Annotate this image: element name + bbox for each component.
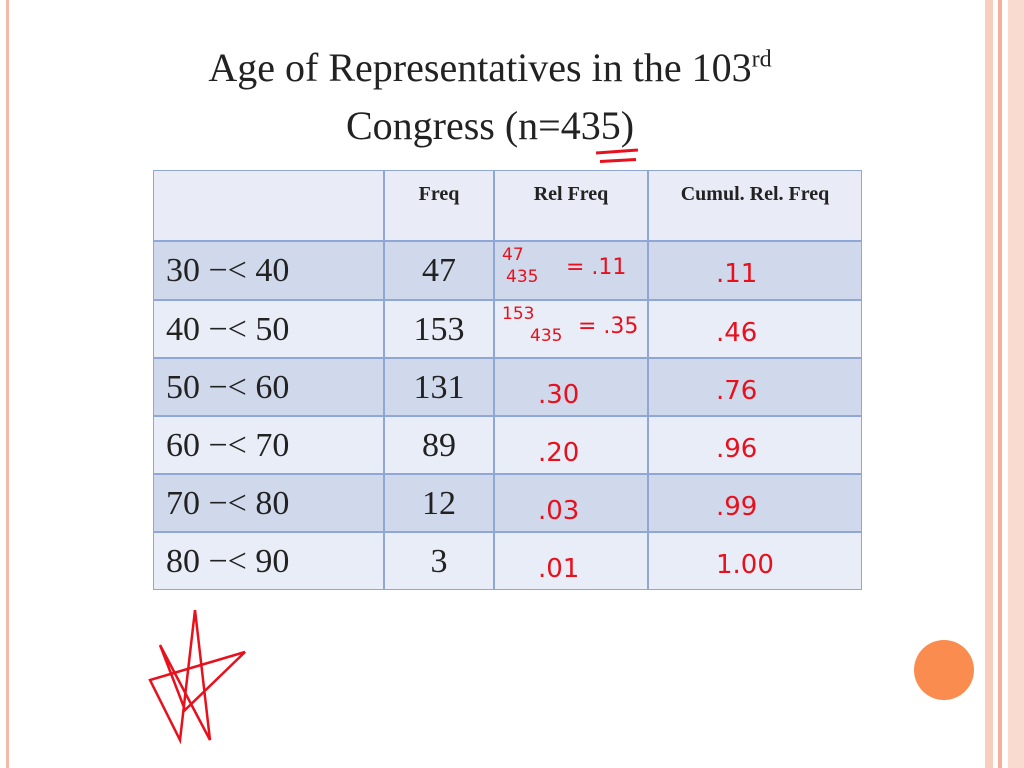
hw-rel-freq: .30 [538, 380, 580, 410]
left-border [6, 0, 9, 768]
stripe [998, 0, 1002, 768]
hw-cumul: .96 [716, 434, 758, 464]
row-label: 60 −< 70 [153, 416, 384, 474]
rel-cell [494, 416, 648, 474]
row-label: 50 −< 60 [153, 358, 384, 416]
star [148, 609, 246, 745]
title-line: Age of Representatives in the 103rd [60, 44, 920, 91]
row-label: 30 −< 40 [153, 241, 384, 300]
header-cell: Rel Freq [494, 170, 648, 241]
underline-mark [595, 148, 639, 155]
row-label: 40 −< 50 [153, 300, 384, 358]
rel-cell [494, 300, 648, 358]
hw-rel-freq: .01 [538, 554, 580, 584]
row-label: 70 −< 80 [153, 474, 384, 532]
hw-numerator: 153 [502, 304, 535, 324]
rel-cell [494, 532, 648, 590]
freq-cell: 12 [384, 474, 494, 532]
hw-result: = .11 [566, 255, 627, 280]
hw-cumul: .11 [716, 259, 758, 289]
rel-cell [494, 358, 648, 416]
cumul-cell [648, 241, 862, 300]
stripe [1008, 0, 1024, 768]
title-line: Congress (n=435) [345, 103, 635, 148]
freq-cell: 131 [384, 358, 494, 416]
stripe [985, 0, 993, 768]
hw-cumul: .46 [716, 318, 758, 348]
cumul-cell [648, 358, 862, 416]
hw-rel-freq: .20 [538, 438, 580, 468]
hw-denominator: 435 [506, 267, 539, 287]
title-sup: rd [751, 46, 772, 73]
cumul-cell [648, 532, 862, 590]
freq-cell: 3 [384, 532, 494, 590]
star-doodle [148, 609, 246, 745]
header-cell [153, 170, 384, 241]
row-label: 80 −< 90 [153, 532, 384, 590]
hw-rel-freq: .03 [538, 496, 580, 526]
rel-cell [494, 474, 648, 532]
underline-mark [599, 158, 637, 163]
hw-result: = .35 [578, 314, 639, 339]
hw-cumul: 1.00 [716, 550, 774, 580]
hw-cumul: .99 [716, 492, 758, 522]
orange-dot [914, 640, 974, 700]
cumul-cell [648, 300, 862, 358]
freq-cell: 153 [384, 300, 494, 358]
freq-cell: 89 [384, 416, 494, 474]
hw-numerator: 47 [502, 245, 524, 265]
cumul-cell [648, 416, 862, 474]
header-cell: Freq [384, 170, 494, 241]
freq-cell: 47 [384, 241, 494, 300]
cumul-cell [648, 474, 862, 532]
rel-cell [494, 241, 648, 300]
hw-cumul: .76 [716, 376, 758, 406]
hw-denominator: 435 [530, 326, 563, 346]
header-cell: Cumul. Rel. Freq [648, 170, 862, 241]
title-text: Age of Representatives in the 103 [208, 45, 752, 90]
